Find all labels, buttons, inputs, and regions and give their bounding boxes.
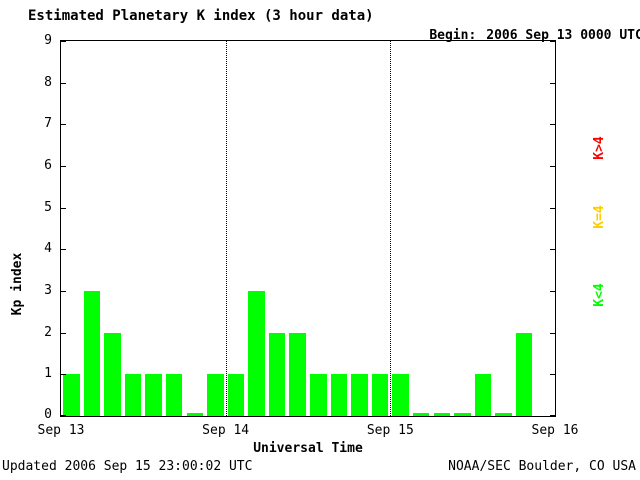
day-divider: [225, 41, 227, 416]
kp-bar: [207, 374, 224, 416]
begin-label: Begin:: [429, 28, 477, 43]
legend-k-gt-4: K>4: [592, 136, 607, 160]
chart-title: Estimated Planetary K index (3 hour data…: [28, 8, 374, 24]
kp-bar: [63, 374, 80, 416]
y-tick: [61, 207, 66, 209]
kp-bar: [310, 374, 327, 416]
y-tick: [550, 249, 555, 251]
kp-bar: [412, 413, 430, 416]
y-tick: [61, 166, 66, 167]
kp-bar: [351, 374, 368, 416]
y-tick: [550, 374, 555, 376]
y-tick-label: 0: [44, 407, 52, 422]
y-tick-label: 4: [44, 241, 52, 257]
kp-bar: [289, 332, 306, 416]
kp-bar: [165, 374, 183, 416]
kp-bar: [145, 374, 162, 416]
kp-bar: [124, 374, 142, 416]
y-tick: [61, 124, 66, 126]
kp-bar: [392, 374, 409, 416]
updated-timestamp: Updated 2006 Sep 15 23:00:02 UTC: [2, 459, 253, 474]
y-tick: [550, 291, 555, 292]
begin-timestamp: Begin: 2006 Sep 13 0000 UTC: [398, 13, 640, 58]
y-tick-label: 2: [44, 324, 52, 340]
legend-k-lt-4: K<4: [592, 283, 607, 307]
kp-bar: [227, 374, 245, 416]
y-tick: [550, 124, 555, 126]
y-tick: [61, 332, 66, 334]
y-tick: [61, 249, 66, 251]
day-divider: [390, 41, 392, 416]
kp-bar: [433, 413, 451, 416]
x-tick-label: Sep 15: [366, 423, 414, 438]
x-tick-label: Sep 16: [531, 423, 579, 438]
y-tick: [550, 166, 555, 167]
x-axis-title: Universal Time: [253, 441, 363, 456]
kp-bar: [515, 332, 533, 416]
y-tick-label: 6: [44, 158, 52, 173]
kp-bar: [371, 374, 389, 416]
y-tick: [550, 41, 555, 42]
kp-bar: [268, 332, 286, 416]
y-tick: [550, 415, 555, 416]
y-tick: [550, 82, 555, 84]
kp-bar: [454, 413, 471, 416]
x-tick-label: Sep 14: [202, 423, 250, 438]
y-tick-label: 9: [44, 33, 52, 48]
kp-bar: [83, 291, 101, 416]
begin-value: 2006 Sep 13 0000 UTC: [486, 28, 640, 43]
y-tick: [550, 332, 555, 334]
y-tick: [61, 41, 66, 42]
kp-bar: [495, 413, 512, 416]
y-tick: [61, 82, 66, 84]
y-axis-title: Kp index: [10, 252, 25, 316]
y-tick: [61, 291, 66, 292]
y-tick-label: 8: [44, 74, 52, 90]
kp-bar: [474, 374, 492, 416]
kp-bar: [330, 374, 348, 416]
x-tick-label: Sep 13: [37, 423, 85, 438]
plot-area: [60, 40, 556, 417]
kp-bar: [104, 332, 121, 416]
y-tick: [61, 415, 66, 416]
y-tick-label: 3: [44, 283, 52, 298]
legend-k-eq-4: K=4: [592, 205, 607, 229]
source-credit: NOAA/SEC Boulder, CO USA: [448, 459, 636, 474]
y-tick: [61, 374, 66, 376]
y-tick-label: 7: [44, 116, 52, 132]
kp-bar: [186, 413, 204, 416]
y-tick-label: 1: [44, 366, 52, 382]
y-tick-label: 5: [44, 199, 52, 215]
kp-bar: [248, 291, 265, 416]
y-tick: [550, 207, 555, 209]
